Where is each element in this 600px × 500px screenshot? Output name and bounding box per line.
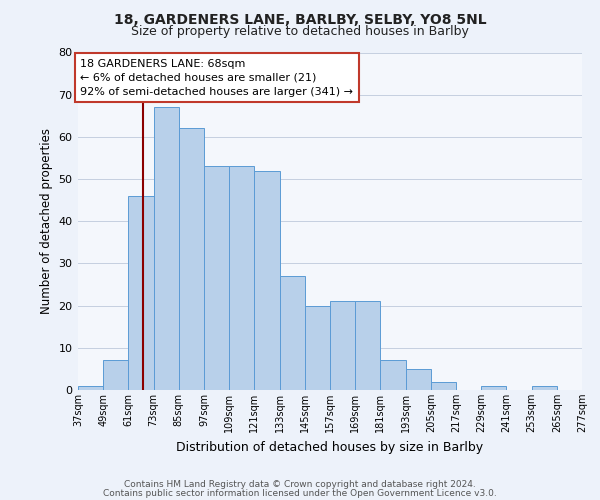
Bar xyxy=(78,386,103,390)
Bar xyxy=(154,108,179,390)
Bar xyxy=(406,369,431,390)
Bar xyxy=(330,302,355,390)
Y-axis label: Number of detached properties: Number of detached properties xyxy=(40,128,53,314)
Text: 18 GARDENERS LANE: 68sqm
← 6% of detached houses are smaller (21)
92% of semi-de: 18 GARDENERS LANE: 68sqm ← 6% of detache… xyxy=(80,59,353,97)
Bar xyxy=(204,166,229,390)
Bar xyxy=(532,386,557,390)
Bar xyxy=(582,386,600,390)
Bar xyxy=(254,170,280,390)
Text: Size of property relative to detached houses in Barlby: Size of property relative to detached ho… xyxy=(131,25,469,38)
Text: 18, GARDENERS LANE, BARLBY, SELBY, YO8 5NL: 18, GARDENERS LANE, BARLBY, SELBY, YO8 5… xyxy=(113,12,487,26)
Bar xyxy=(280,276,305,390)
Bar xyxy=(355,302,380,390)
Text: Contains public sector information licensed under the Open Government Licence v3: Contains public sector information licen… xyxy=(103,488,497,498)
Bar xyxy=(380,360,406,390)
Bar xyxy=(103,360,128,390)
Bar xyxy=(431,382,456,390)
Text: Contains HM Land Registry data © Crown copyright and database right 2024.: Contains HM Land Registry data © Crown c… xyxy=(124,480,476,489)
Bar xyxy=(179,128,204,390)
X-axis label: Distribution of detached houses by size in Barlby: Distribution of detached houses by size … xyxy=(176,440,484,454)
Bar xyxy=(229,166,254,390)
Bar xyxy=(481,386,506,390)
Bar xyxy=(305,306,330,390)
Bar xyxy=(128,196,154,390)
